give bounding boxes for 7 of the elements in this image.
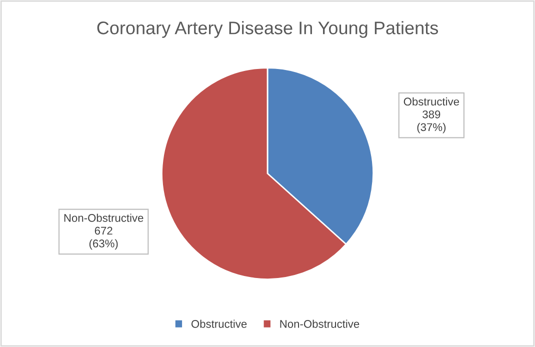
legend-label: Obstructive: [191, 320, 247, 328]
slice-label: Obstructive: [404, 97, 460, 106]
chart-title: Coronary Artery Disease In Young Patients: [97, 21, 438, 38]
legend-label: Non-Obstructive: [280, 320, 360, 328]
data-label: 389 (37%): [417, 110, 446, 134]
data-label: 672 (63%): [89, 226, 118, 250]
slice-label: Non-Obstructive: [64, 214, 144, 222]
